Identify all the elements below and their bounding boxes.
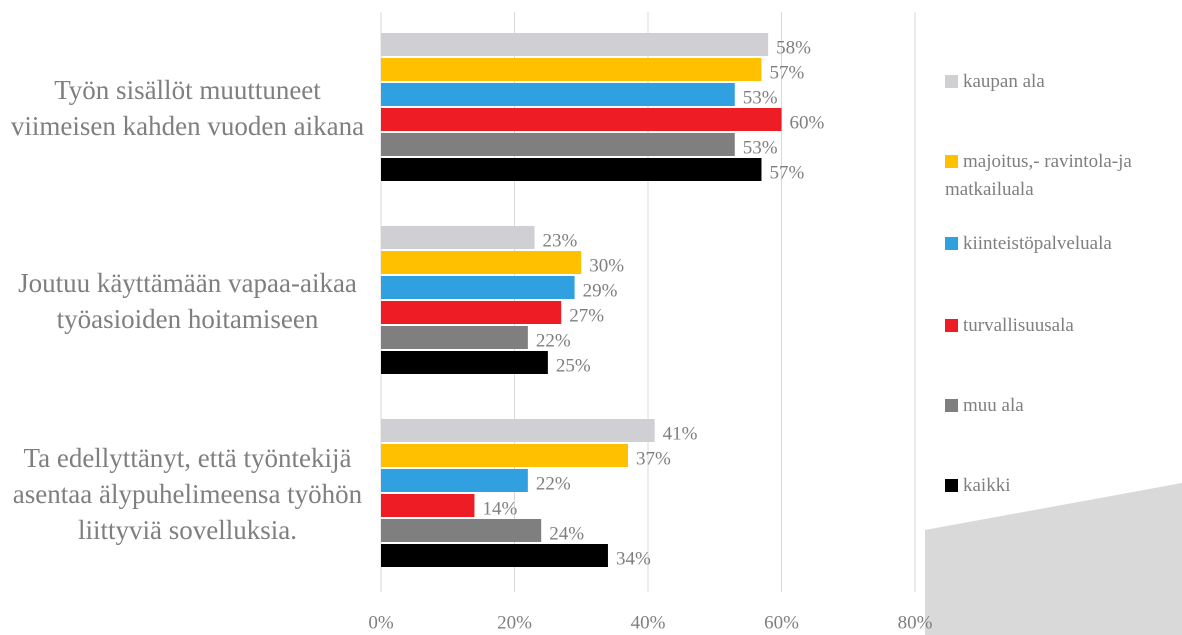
bar — [381, 108, 782, 131]
x-tick-label: 40% — [631, 612, 666, 633]
legend-label: majoitus,- ravintola-ja matkailuala — [945, 151, 1132, 200]
data-label: 23% — [543, 230, 578, 251]
category-label: Työn sisällöt muuttuneet viimeisen kahde… — [10, 75, 365, 141]
bar — [381, 133, 735, 156]
x-tick-label: 20% — [497, 612, 532, 633]
data-label: 60% — [790, 112, 825, 133]
bar — [381, 251, 582, 274]
legend-entry: kaikki — [945, 472, 1180, 500]
legend-label: kiinteistöpalveluala — [963, 233, 1112, 254]
data-label: 25% — [556, 355, 591, 376]
bar — [381, 419, 655, 442]
x-tick-label: 0% — [368, 612, 394, 633]
data-label: 53% — [743, 87, 778, 108]
data-label: 37% — [636, 448, 671, 469]
data-label: 53% — [743, 137, 778, 158]
decoration — [925, 483, 1182, 635]
bar — [381, 301, 562, 324]
legend-swatch — [945, 479, 958, 492]
bar — [381, 469, 528, 492]
legend-entry: turvallisuusala — [945, 312, 1180, 340]
bar — [381, 226, 535, 249]
x-tick-label: 60% — [764, 612, 799, 633]
legend-swatch — [945, 75, 958, 88]
legend-label: turvallisuusala — [963, 315, 1074, 336]
legend-entry: muu ala — [945, 392, 1180, 420]
data-label: 14% — [482, 498, 517, 519]
legend-entry: majoitus,- ravintola-ja matkailuala — [945, 148, 1180, 204]
bar — [381, 519, 542, 542]
legend-label: muu ala — [963, 395, 1024, 416]
data-label: 30% — [589, 255, 624, 276]
data-label: 24% — [549, 523, 584, 544]
data-label: 22% — [536, 330, 571, 351]
legend-entry: kiinteistöpalveluala — [945, 230, 1180, 258]
bar — [381, 544, 608, 567]
data-label: 41% — [663, 423, 698, 444]
bar — [381, 494, 475, 517]
category-label: Ta edellyttänyt, että työntekijä asentaa… — [12, 443, 363, 545]
data-label: 29% — [583, 280, 618, 301]
legend-swatch — [945, 155, 958, 168]
legend-label: kaikki — [963, 475, 1011, 496]
legend-swatch — [945, 399, 958, 412]
data-label: 57% — [769, 162, 804, 183]
data-label: 27% — [569, 305, 604, 326]
legend-entry: kaupan ala — [945, 68, 1180, 96]
data-label: 34% — [616, 548, 651, 569]
legend-swatch — [945, 319, 958, 332]
bar — [381, 351, 548, 374]
x-tick-label: 80% — [898, 612, 933, 633]
bar — [381, 444, 628, 467]
data-label: 57% — [769, 62, 804, 83]
category-label: Joutuu käyttämään vapaa-aikaa työasioide… — [18, 268, 357, 334]
data-label: 58% — [776, 37, 811, 58]
bar — [381, 58, 762, 81]
legend-swatch — [945, 237, 958, 250]
legend-label: kaupan ala — [963, 71, 1045, 92]
bar — [381, 33, 769, 56]
data-label: 22% — [536, 473, 571, 494]
bar — [381, 276, 575, 299]
bar — [381, 158, 762, 181]
bar — [381, 326, 528, 349]
bar — [381, 83, 735, 106]
